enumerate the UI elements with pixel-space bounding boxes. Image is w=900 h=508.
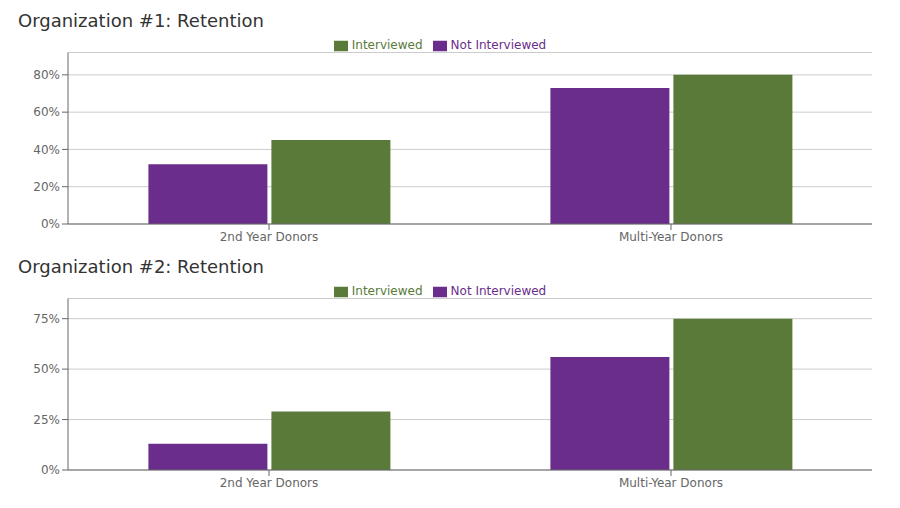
- html-text:Organization #1: Retention: Organization #1: Retention: [18, 10, 264, 31]
- svg-text:60%: 60%: [33, 105, 60, 119]
- svg-text:80%: 80%: [33, 68, 60, 82]
- html-text:Interviewed: Interviewed: [351, 38, 423, 52]
- html-text:Not Interviewed: Not Interviewed: [450, 284, 547, 298]
- svg-text:0%: 0%: [41, 217, 60, 231]
- svg-text:50%: 50%: [33, 362, 60, 376]
- svg-text:25%: 25%: [33, 413, 60, 427]
- svg-text:2nd Year Donors: 2nd Year Donors: [220, 230, 319, 244]
- svg-text:2nd Year Donors: 2nd Year Donors: [220, 476, 319, 490]
- svg-text:20%: 20%: [33, 180, 60, 194]
- html-text:Organization #2: Retention: Organization #2: Retention: [18, 256, 264, 277]
- svg-text:Multi-Year Donors: Multi-Year Donors: [619, 476, 723, 490]
- svg-text:75%: 75%: [33, 312, 60, 326]
- html-text:Interviewed: Interviewed: [351, 284, 423, 298]
- svg-text:0%: 0%: [41, 463, 60, 477]
- svg-text:40%: 40%: [33, 143, 60, 157]
- svg-text:Multi-Year Donors: Multi-Year Donors: [619, 230, 723, 244]
- html-text:Not Interviewed: Not Interviewed: [450, 38, 547, 52]
